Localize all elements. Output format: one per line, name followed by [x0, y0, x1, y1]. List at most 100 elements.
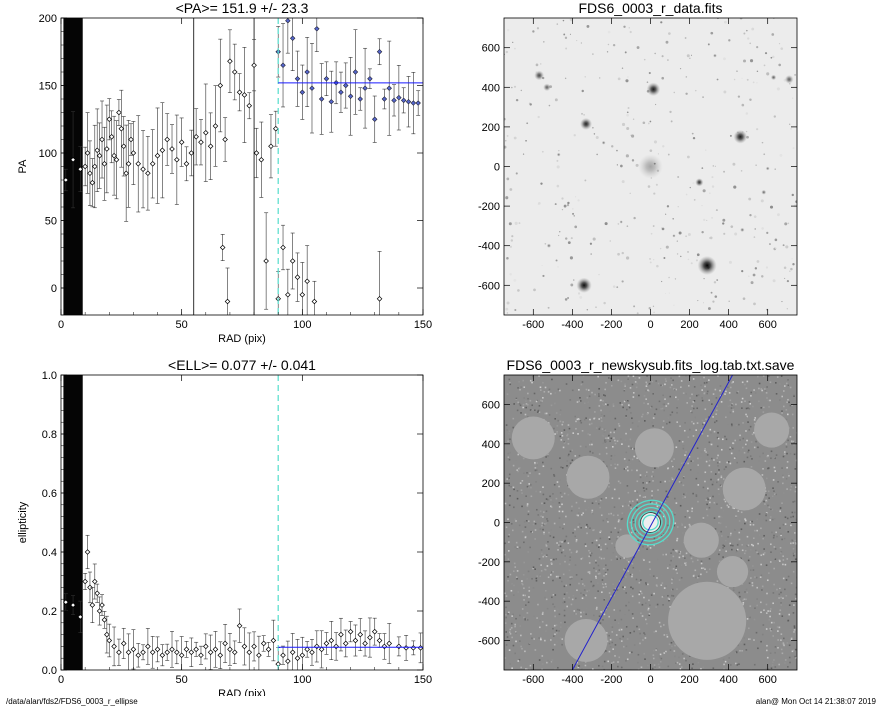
noise-pixel	[596, 582, 599, 585]
isophote-ellipse	[630, 503, 671, 542]
noise-pixel	[749, 616, 751, 619]
noise-pixel	[794, 655, 796, 658]
noise-pixel	[553, 558, 555, 561]
data-point	[99, 136, 105, 143]
noise-pixel	[682, 447, 685, 450]
noise-pixel	[676, 421, 679, 423]
panel-ell	[60, 374, 424, 671]
noise-pixel	[705, 460, 708, 463]
noise-pixel	[531, 404, 534, 407]
noise-pixel	[542, 381, 544, 384]
noise-pixel	[746, 443, 748, 446]
noise-pixel	[781, 502, 783, 504]
noise-pixel	[794, 558, 797, 560]
noise-dot	[790, 267, 793, 271]
noise-pixel	[620, 666, 623, 669]
noise-pixel	[753, 389, 755, 391]
noise-pixel	[750, 441, 753, 443]
noise-pixel	[712, 667, 715, 670]
noise-pixel	[549, 570, 551, 573]
noise-pixel	[671, 477, 673, 479]
noise-dot	[514, 221, 518, 225]
noise-pixel	[676, 572, 678, 574]
noise-pixel	[659, 656, 661, 659]
noise-pixel	[793, 625, 796, 627]
noise-pixel	[561, 510, 564, 513]
noise-pixel	[629, 462, 632, 465]
noise-pixel	[791, 539, 794, 542]
noise-pixel	[541, 522, 544, 524]
noise-dot	[653, 192, 656, 195]
data-point	[106, 637, 113, 644]
star-source	[638, 154, 663, 179]
noise-pixel	[758, 387, 760, 390]
noise-pixel	[658, 621, 661, 624]
noise-pixel	[596, 496, 599, 499]
noise-pixel	[771, 518, 774, 521]
noise-pixel	[718, 515, 720, 518]
data-point	[258, 156, 265, 163]
mask-circle	[634, 428, 674, 468]
x-tick-label: 150	[414, 674, 432, 686]
noise-dot	[722, 218, 726, 222]
noise-pixel	[608, 592, 611, 594]
noise-pixel	[732, 408, 734, 411]
noise-pixel	[534, 538, 536, 540]
data-point	[84, 549, 91, 555]
data-point	[285, 291, 291, 298]
noise-pixel	[781, 652, 784, 655]
noise-pixel	[718, 493, 720, 496]
noise-pixel	[613, 506, 616, 508]
y-tick-label: 0	[494, 518, 500, 530]
noise-pixel	[545, 522, 547, 525]
noise-pixel	[700, 451, 703, 453]
noise-pixel	[543, 582, 545, 584]
noise-dot	[599, 77, 601, 79]
data-point-blue	[280, 62, 286, 68]
noise-pixel	[529, 642, 531, 645]
noise-pixel	[730, 452, 733, 455]
noise-pixel	[569, 578, 572, 580]
noise-pixel	[588, 562, 591, 564]
noise-pixel	[663, 587, 666, 589]
x-tick-label: -400	[561, 674, 583, 686]
noise-pixel	[525, 403, 528, 405]
noise-pixel	[568, 596, 570, 599]
noise-pixel	[712, 481, 715, 483]
noise-pixel	[612, 552, 615, 554]
noise-pixel	[626, 638, 629, 640]
star-source	[695, 178, 704, 187]
noise-dot	[621, 122, 626, 127]
noise-pixel	[647, 664, 649, 667]
noise-pixel	[595, 608, 598, 610]
noise-pixel	[577, 418, 580, 420]
noise-dot	[556, 159, 559, 162]
noise-pixel	[652, 475, 655, 478]
noise-pixel	[667, 417, 670, 419]
noise-dot	[617, 77, 621, 81]
y-tick-label: 150	[39, 81, 57, 93]
noise-pixel	[651, 667, 654, 670]
noise-dot	[711, 176, 714, 179]
noise-pixel	[523, 397, 525, 399]
noise-dot	[543, 41, 545, 43]
noise-pixel	[595, 575, 597, 578]
noise-dot	[505, 50, 509, 54]
noise-pixel	[564, 560, 566, 563]
noise-pixel	[628, 406, 631, 409]
noise-dot	[649, 120, 652, 123]
noise-dot	[616, 149, 618, 152]
noise-pixel	[523, 587, 525, 590]
noise-pixel	[663, 539, 666, 541]
noise-dot	[772, 55, 775, 59]
noise-pixel	[554, 392, 557, 394]
noise-pixel	[535, 577, 538, 580]
noise-dot	[753, 236, 756, 238]
data-point	[280, 652, 286, 659]
noise-pixel	[770, 629, 772, 632]
noise-dot	[642, 121, 646, 125]
noise-pixel	[689, 554, 692, 557]
y-tick-label: 0.4	[42, 547, 57, 559]
noise-pixel	[625, 626, 628, 628]
noise-pixel	[512, 594, 515, 596]
